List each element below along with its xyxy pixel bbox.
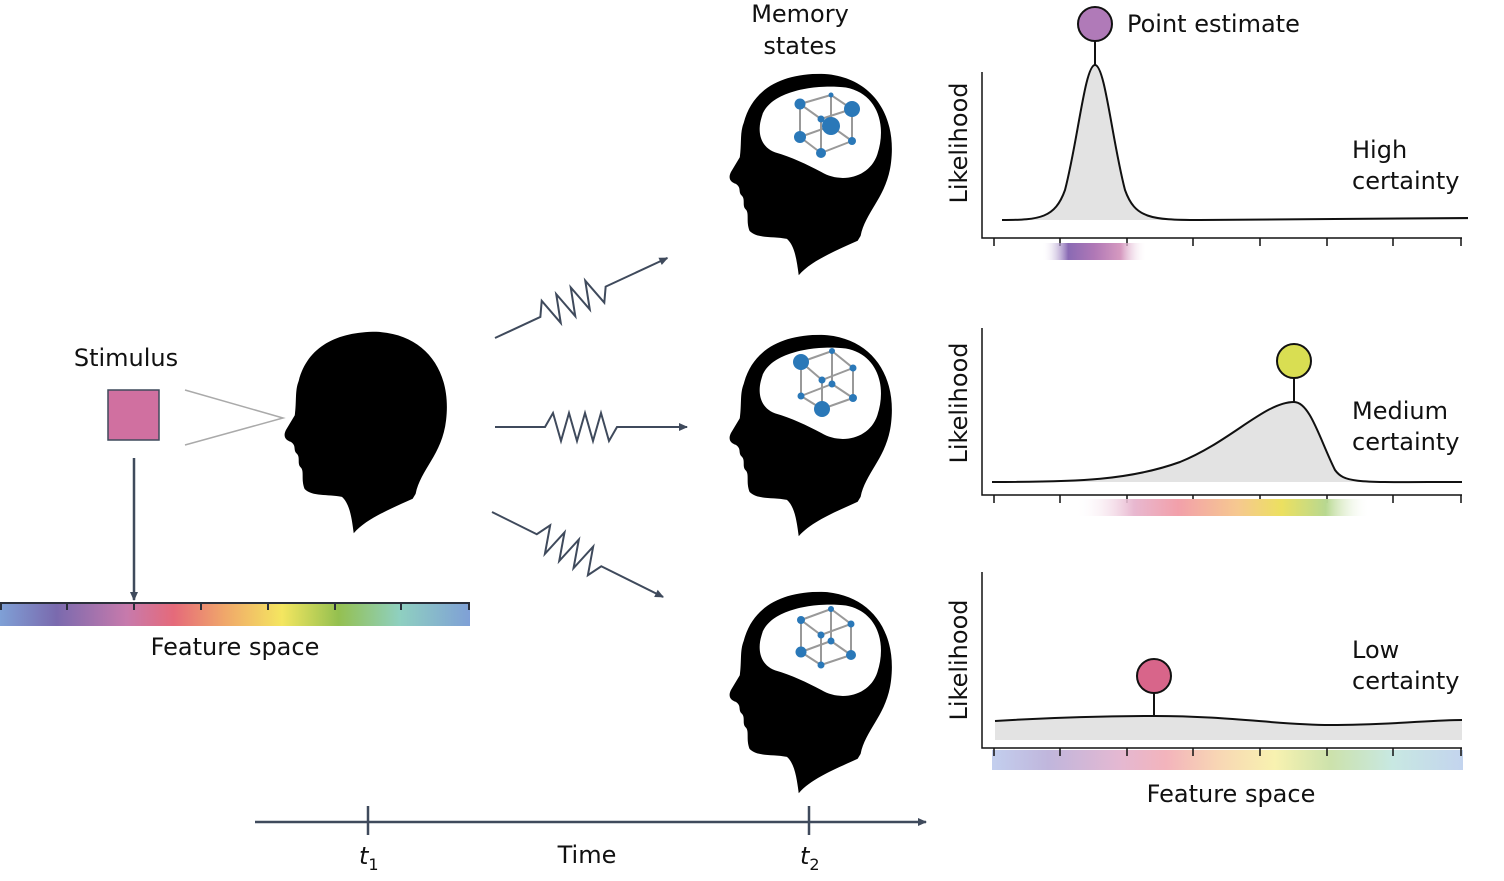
point-estimate-marker	[1077, 6, 1113, 42]
likelihood-panel-low: Likelihood Low certainty Feature space	[945, 572, 1463, 808]
head-brain-icon	[730, 74, 892, 275]
point-estimate-label: Point estimate	[1127, 10, 1300, 38]
point-estimate-marker	[1276, 343, 1312, 379]
noise-arrow-down	[484, 498, 670, 611]
observer-head-icon	[284, 331, 447, 534]
memory-head-high	[730, 74, 892, 275]
certainty-label-1: Low	[1352, 636, 1399, 664]
memory-states-label-2: states	[763, 32, 836, 60]
noise-arrow-middle	[494, 412, 688, 442]
likelihood-curve	[994, 714, 1463, 727]
certainty-label-2: certainty	[1352, 667, 1459, 695]
certainty-label-1: Medium	[1352, 397, 1448, 425]
t1-label: t1	[359, 842, 379, 874]
likelihood-panel-high: Likelihood Point estimate High certainty	[945, 6, 1469, 260]
t2-label: t2	[800, 842, 820, 874]
likelihood-panel-medium: Likelihood Medium certainty	[945, 328, 1463, 516]
likelihood-axis-label: Likelihood	[945, 83, 973, 204]
likelihood-curve	[991, 400, 1463, 484]
certainty-label-2: certainty	[1352, 428, 1459, 456]
head-brain-icon	[730, 335, 892, 536]
stimulus-label: Stimulus	[74, 344, 178, 372]
time-label: Time	[557, 841, 617, 869]
feature-space-label-right: Feature space	[1147, 780, 1316, 808]
memory-states-label-1: Memory	[751, 0, 849, 28]
point-estimate-marker	[1136, 658, 1172, 694]
memory-head-medium	[730, 335, 892, 536]
feature-space-bar	[0, 602, 470, 626]
likelihood-curve	[1001, 63, 1469, 222]
certainty-label-1: High	[1352, 136, 1407, 164]
head-brain-icon	[730, 592, 892, 793]
likelihood-axis-label: Likelihood	[945, 600, 973, 721]
certainty-label-2: certainty	[1352, 167, 1459, 195]
gaze-lines	[184, 389, 286, 446]
feature-space-label-left: Feature space	[151, 633, 320, 661]
noise-arrow-up	[488, 244, 675, 352]
timeline: t1 Time t2	[255, 806, 927, 874]
likelihood-axis-label: Likelihood	[945, 343, 973, 464]
memory-head-low	[730, 592, 892, 793]
stimulus-square	[107, 389, 160, 441]
